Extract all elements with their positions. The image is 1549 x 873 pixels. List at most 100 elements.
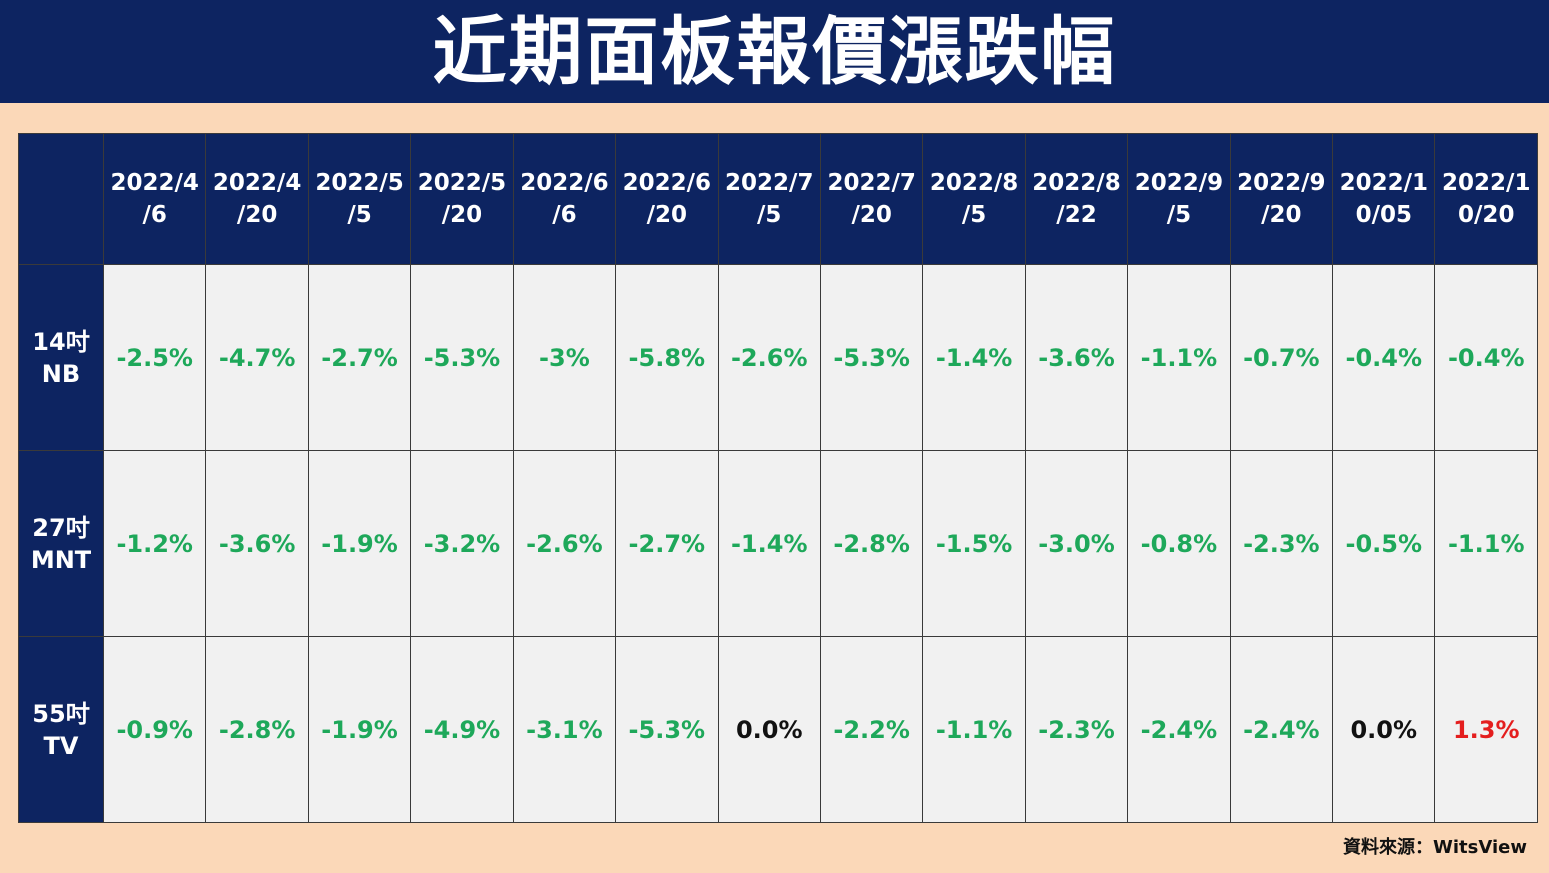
date-line-2: /20 xyxy=(646,202,688,228)
date-line-2: /22 xyxy=(1056,202,1097,228)
price-change-cell: -1.1% xyxy=(1127,264,1231,451)
date-line-2: /5 xyxy=(757,202,782,228)
price-change-cell: -4.7% xyxy=(205,264,309,451)
column-header-date: 2022/7/20 xyxy=(819,133,924,265)
column-header-date: 2022/4/6 xyxy=(102,133,207,265)
price-change-cell: -4.9% xyxy=(410,636,514,823)
date-line-2: 0/20 xyxy=(1458,202,1515,228)
date-line-1: 2022/4 xyxy=(212,170,302,196)
price-change-cell: -1.9% xyxy=(307,636,412,823)
price-change-cell: -5.8% xyxy=(615,264,719,451)
column-header-date: 2022/5/20 xyxy=(410,133,514,265)
price-change-cell: -2.2% xyxy=(819,636,924,823)
date-line-1: 2022/7 xyxy=(827,170,916,196)
price-change-cell: -3.1% xyxy=(512,636,617,823)
date-line-2: /5 xyxy=(1166,202,1192,228)
price-change-cell: -5.3% xyxy=(410,264,514,451)
price-change-cell: -2.6% xyxy=(512,450,617,637)
date-line-1: 2022/1 xyxy=(1442,170,1531,196)
product-type-label: TV xyxy=(43,731,79,760)
price-change-cell: -2.7% xyxy=(615,450,719,637)
page-title: 近期面板報價漲跌幅 xyxy=(432,8,1117,95)
row-header-product: 27吋 MNT xyxy=(18,450,104,637)
product-size-label: 55吋 xyxy=(32,699,90,728)
column-header-date: 2022/9/20 xyxy=(1229,133,1334,265)
date-line-2: /20 xyxy=(441,202,483,228)
date-line-2: /5 xyxy=(347,202,372,228)
price-change-cell: -3.6% xyxy=(1024,264,1129,451)
table-row: 27吋 MNT -1.2% -3.6% -1.9% -3.2% -2.6% -2.7% -1.4… xyxy=(18,450,1538,637)
price-change-cell: -3.2% xyxy=(410,450,514,637)
price-change-cell: 0.0% xyxy=(717,636,821,823)
column-header-date: 2022/6/6 xyxy=(512,133,617,265)
price-change-cell: -1.4% xyxy=(717,450,821,637)
table-row: 55吋 TV -0.9% -2.8% -1.9% -4.9% -3.1% -5.3% 0.0% -… xyxy=(18,636,1538,823)
product-type-label: NB xyxy=(41,359,81,388)
title-banner: 近期面板報價漲跌幅 xyxy=(0,0,1549,103)
date-line-1: 2022/7 xyxy=(725,170,814,196)
price-change-cell: -1.9% xyxy=(307,450,412,637)
price-change-cell: -0.9% xyxy=(102,636,207,823)
date-line-2: /6 xyxy=(142,202,167,228)
date-line-1: 2022/9 xyxy=(1237,170,1326,196)
date-line-1: 2022/9 xyxy=(1134,170,1224,196)
price-change-cell: -3.0% xyxy=(1024,450,1129,637)
date-line-2: /20 xyxy=(851,202,892,228)
row-header-product: 55吋 TV xyxy=(18,636,104,823)
price-change-cell: -1.1% xyxy=(922,636,1026,823)
price-change-cell: -3% xyxy=(512,264,617,451)
column-header-date: 2022/9/5 xyxy=(1127,133,1231,265)
date-line-2: /5 xyxy=(961,202,987,228)
price-change-cell: 0.0% xyxy=(1332,636,1436,823)
price-change-cell: -1.5% xyxy=(922,450,1026,637)
price-change-cell: -2.3% xyxy=(1229,450,1334,637)
price-change-cell: -2.4% xyxy=(1229,636,1334,823)
price-change-cell: -2.3% xyxy=(1024,636,1129,823)
date-line-2: /20 xyxy=(1261,202,1302,228)
product-type-label: MNT xyxy=(30,545,92,574)
price-change-table: 2022/4/6 2022/4/20 2022/5/5 2022/5/20 2022/6… xyxy=(18,133,1538,823)
price-change-cell: -1.4% xyxy=(922,264,1026,451)
date-line-2: 0/05 xyxy=(1355,202,1412,228)
table-row: 14吋 NB -2.5% -4.7% -2.7% -5.3% -3% -5.8% -2.6% -5… xyxy=(18,264,1538,451)
price-change-cell: -2.4% xyxy=(1127,636,1231,823)
price-change-cell: -2.7% xyxy=(307,264,412,451)
price-change-cell: -1.1% xyxy=(1434,450,1538,637)
column-header-date: 2022/5/5 xyxy=(307,133,412,265)
date-line-1: 2022/5 xyxy=(417,170,507,196)
column-header-date: 2022/1 0/05 xyxy=(1332,133,1436,265)
column-header-date: 2022/6/20 xyxy=(615,133,719,265)
date-line-1: 2022/5 xyxy=(315,170,404,196)
date-line-1: 2022/1 xyxy=(1339,170,1428,196)
product-size-label: 27吋 xyxy=(32,513,90,542)
price-change-cell: -0.5% xyxy=(1332,450,1436,637)
date-line-2: /6 xyxy=(552,202,577,228)
price-change-cell: -2.6% xyxy=(717,264,821,451)
price-change-cell: -2.8% xyxy=(205,636,309,823)
date-line-2: /20 xyxy=(236,202,278,228)
corner-cell xyxy=(18,133,104,265)
price-change-cell: -0.8% xyxy=(1127,450,1231,637)
price-change-cell: -1.2% xyxy=(102,450,207,637)
date-line-1: 2022/4 xyxy=(110,170,199,196)
price-change-cell: -0.4% xyxy=(1332,264,1436,451)
price-change-cell: -5.3% xyxy=(615,636,719,823)
price-change-cell: -2.8% xyxy=(819,450,924,637)
price-change-cell: 1.3% xyxy=(1434,636,1538,823)
price-change-cell: -0.7% xyxy=(1229,264,1334,451)
column-header-date: 2022/1 0/20 xyxy=(1434,133,1538,265)
price-change-cell: -2.5% xyxy=(102,264,207,451)
header-row: 2022/4/6 2022/4/20 2022/5/5 2022/5/20 2022/6… xyxy=(18,133,1538,265)
row-header-product: 14吋 NB xyxy=(18,264,104,451)
column-header-date: 2022/8/22 xyxy=(1024,133,1129,265)
product-size-label: 14吋 xyxy=(32,327,90,356)
price-change-cell: -3.6% xyxy=(205,450,309,637)
price-change-cell: -0.4% xyxy=(1434,264,1538,451)
date-line-1: 2022/8 xyxy=(1032,170,1121,196)
column-header-date: 2022/7/5 xyxy=(717,133,821,265)
date-line-1: 2022/6 xyxy=(520,170,609,196)
date-line-1: 2022/6 xyxy=(622,170,712,196)
price-change-table-container: 2022/4/6 2022/4/20 2022/5/5 2022/5/20 2022/6… xyxy=(18,133,1538,823)
column-header-date: 2022/8/5 xyxy=(922,133,1026,265)
date-line-1: 2022/8 xyxy=(929,170,1019,196)
